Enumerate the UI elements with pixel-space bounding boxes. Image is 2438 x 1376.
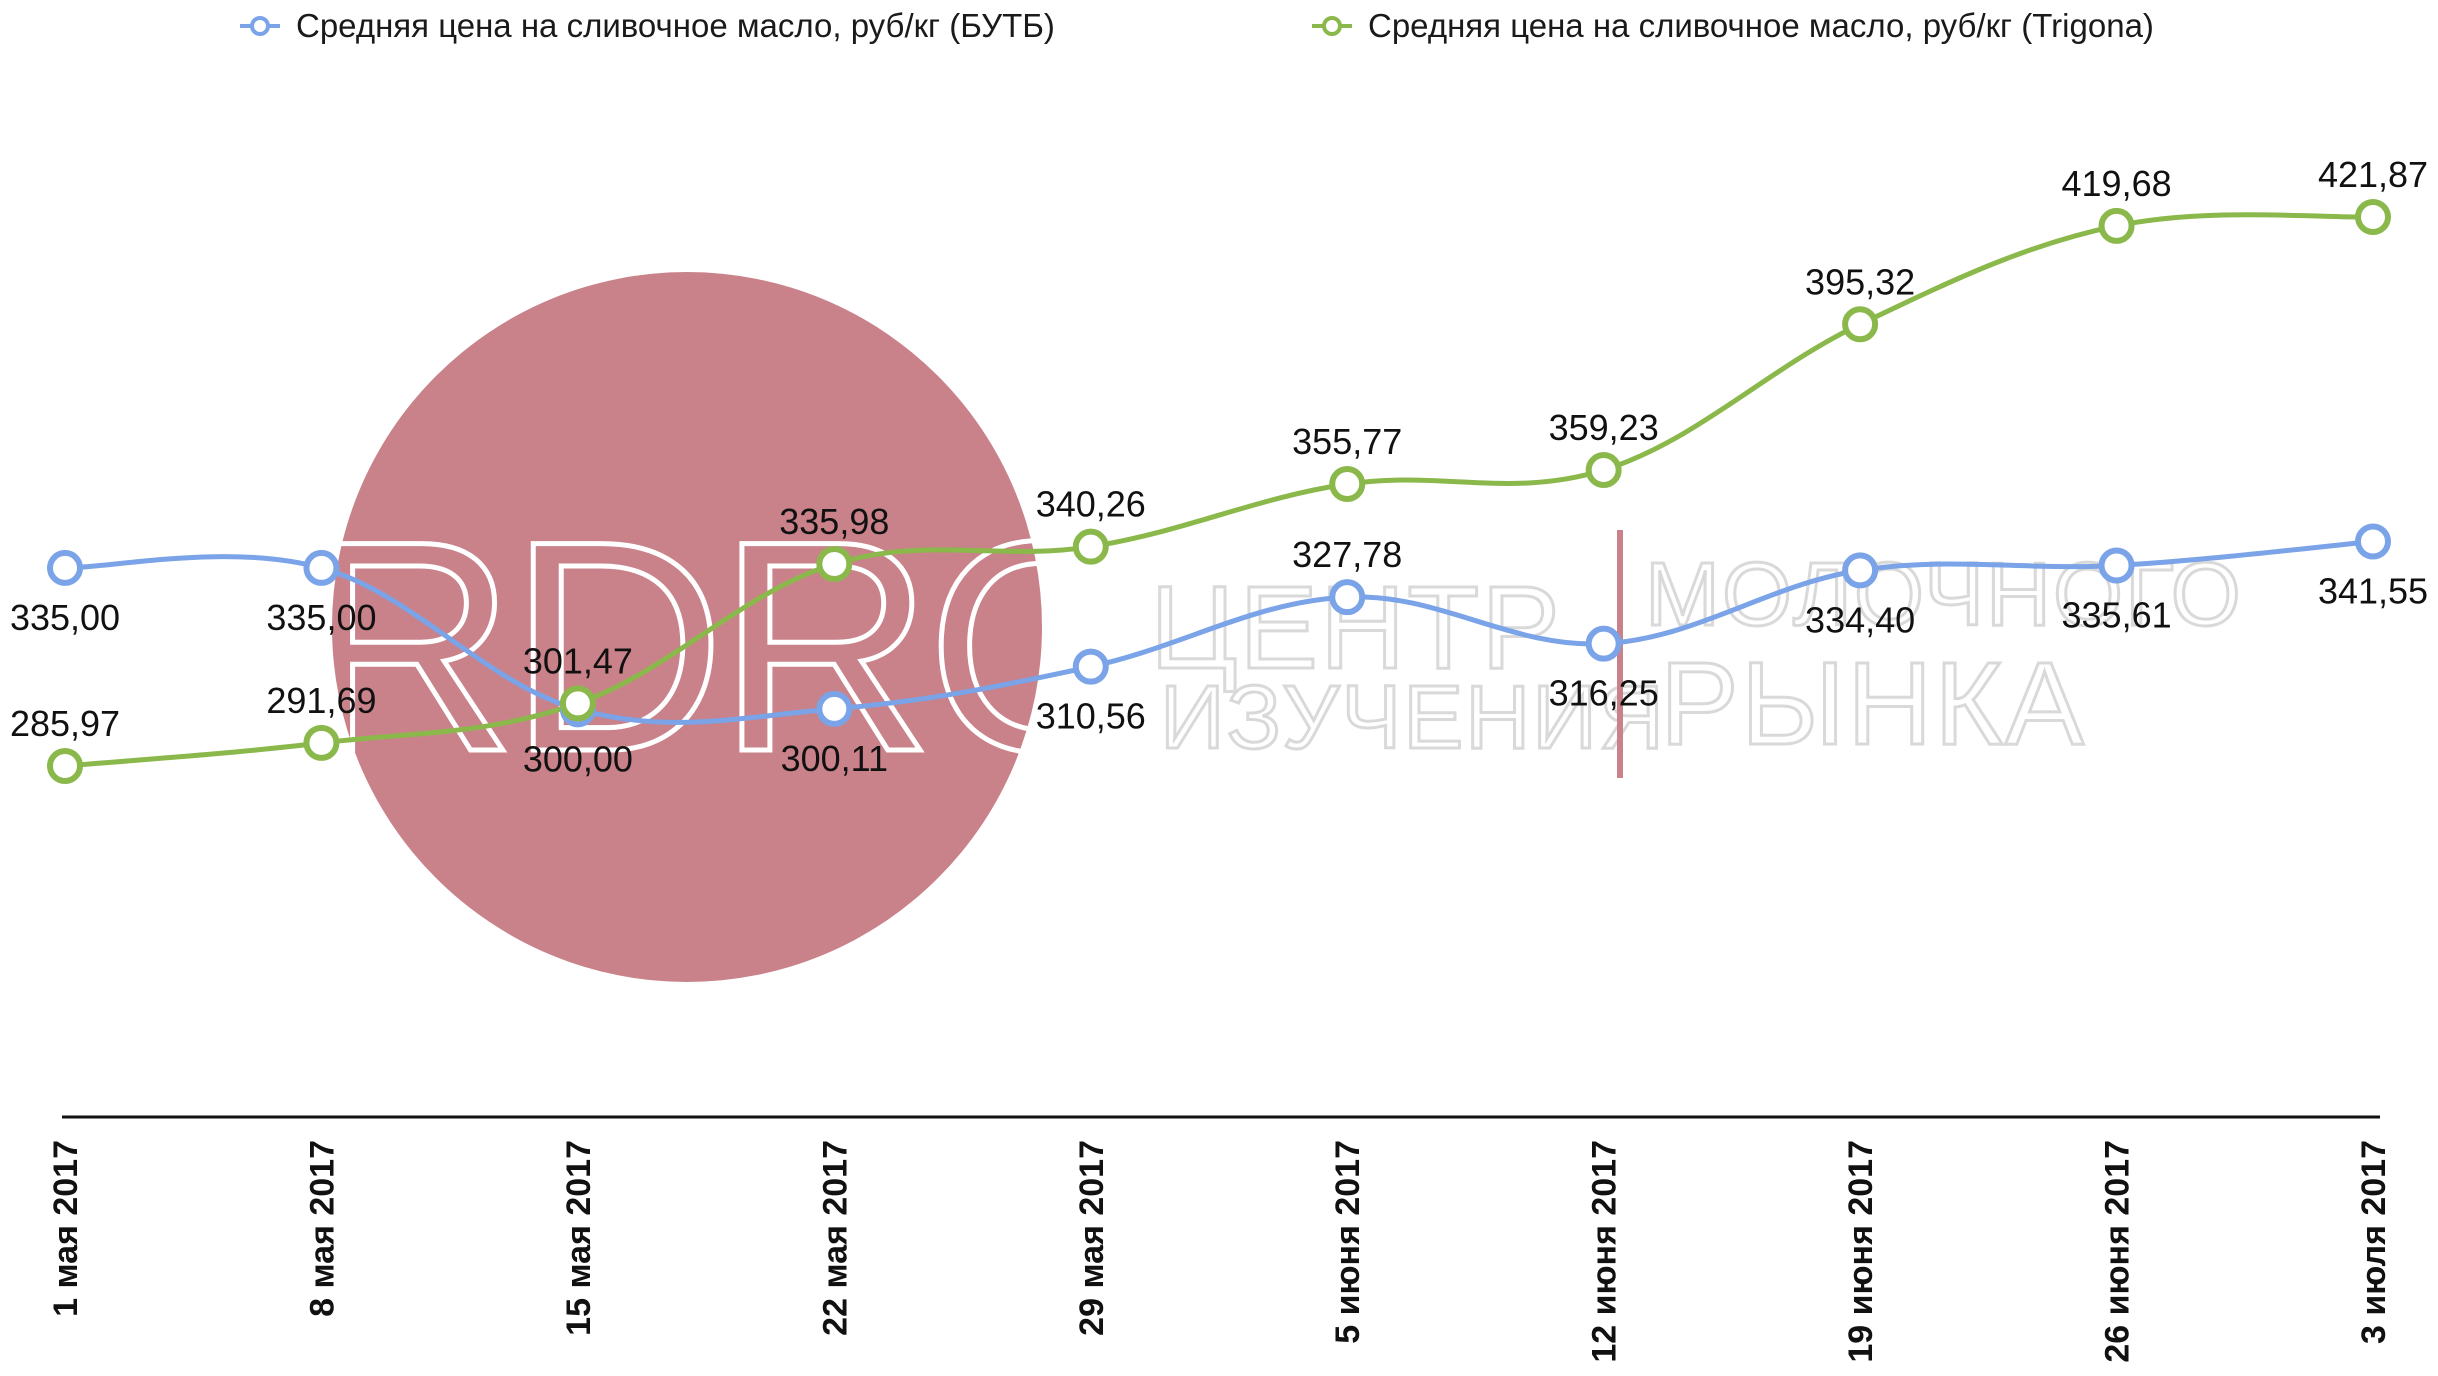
series-butb [62, 538, 2376, 725]
data-label-trigona-1: 291,69 [266, 680, 376, 721]
watermark-line2-right: РЫНКА [1660, 638, 2086, 770]
data-label-trigona-3: 335,98 [779, 501, 889, 542]
data-label-trigona-2: 301,47 [523, 640, 633, 681]
data-point-trigona-5 [1329, 466, 1366, 503]
data-label-butb-7: 334,40 [1805, 599, 1915, 640]
data-point-butb-7 [1842, 552, 1879, 589]
watermark-logo: RDRC ЦЕНТР МОЛОЧНОГО ИЗУЧЕНИЯ РЫНКА [298, 272, 2243, 982]
x-tick-label-9: 3 июля 2017 [2355, 1140, 2393, 1344]
data-label-butb-3: 300,11 [781, 738, 888, 779]
data-label-butb-6: 316,25 [1549, 673, 1659, 714]
x-tick-label-0: 1 мая 2017 [47, 1140, 85, 1317]
data-labels-butb: 335,00 335,00 300,00 300,11 310,56 327,78 316,… [10, 534, 2428, 779]
legend-item-butb[interactable]: Средняя цена на сливочное масло, руб/кг … [240, 4, 1055, 48]
data-label-trigona-4: 340,26 [1036, 484, 1146, 525]
data-label-butb-8: 335,61 [2062, 594, 2172, 635]
data-label-butb-0: 335,00 [10, 597, 120, 638]
data-point-trigona-7 [1842, 306, 1879, 343]
data-point-trigona-9 [2355, 199, 2391, 235]
x-tick-label-2: 15 мая 2017 [560, 1140, 598, 1336]
data-label-trigona-6: 359,23 [1549, 407, 1659, 448]
data-point-butb-9 [2355, 523, 2391, 560]
legend-item-trigona[interactable]: Средняя цена на сливочное масло, руб/кг … [1312, 4, 2154, 48]
data-point-trigona-8 [2098, 207, 2135, 244]
legend-marker-butb-icon [240, 16, 280, 36]
x-tick-label-6: 12 июня 2017 [1586, 1140, 1624, 1363]
watermark-line2-left: ИЗУЧЕНИЯ [1160, 668, 1666, 768]
data-point-trigona-6 [1585, 452, 1622, 489]
data-label-trigona-0: 285,97 [10, 703, 120, 744]
data-point-trigona-3 [816, 545, 853, 582]
data-label-butb-2: 300,00 [523, 738, 633, 779]
series-trigona [62, 212, 2376, 769]
legend-label-butb: Средняя цена на сливочное масло, руб/кг … [296, 7, 1055, 44]
x-tick-label-1: 8 мая 2017 [303, 1140, 341, 1317]
watermark-divider [1617, 530, 1623, 778]
x-tick-label-7: 19 июня 2017 [1842, 1140, 1880, 1363]
series-line-trigona [62, 212, 2376, 769]
data-label-butb-1: 335,00 [266, 597, 376, 638]
x-tick-label-5: 5 июня 2017 [1329, 1140, 1367, 1344]
data-point-trigona-4 [1072, 528, 1109, 565]
data-point-trigona-2 [559, 685, 596, 722]
series-points-trigona [47, 199, 2391, 784]
data-point-trigona-0 [47, 748, 83, 784]
data-label-trigona-8: 419,68 [2062, 163, 2172, 204]
x-axis-ticks: 1 мая 2017 8 мая 2017 15 мая 2017 22 мая 20… [47, 1140, 2393, 1363]
data-point-butb-4 [1072, 648, 1109, 685]
data-point-butb-8 [2098, 547, 2135, 584]
legend-label-trigona: Средняя цена на сливочное масло, руб/кг … [1368, 7, 2154, 44]
data-point-trigona-1 [303, 724, 340, 761]
watermark-line1-right: МОЛОЧНОГО [1645, 545, 2243, 645]
data-label-butb-4: 310,56 [1036, 696, 1146, 737]
data-label-butb-9: 341,55 [2318, 570, 2428, 611]
legend-marker-trigona-icon [1312, 16, 1352, 36]
data-labels-trigona: 285,97 291,69 301,47 335,98 340,26 355,77 359,… [10, 154, 2428, 744]
data-point-butb-5 [1329, 579, 1366, 616]
data-label-trigona-7: 395,32 [1805, 261, 1915, 302]
data-label-trigona-5: 355,77 [1292, 421, 1402, 462]
data-point-butb-6 [1585, 625, 1622, 662]
series-points-butb [47, 523, 2391, 728]
data-point-butb-3 [816, 690, 853, 727]
data-label-butb-5: 327,78 [1292, 534, 1402, 575]
data-label-trigona-9: 421,87 [2318, 154, 2428, 195]
watermark-rdrc-text: RDRC [300, 478, 1135, 814]
watermark-circle [332, 272, 1042, 982]
x-tick-label-3: 22 мая 2017 [816, 1140, 854, 1336]
data-point-butb-1 [303, 549, 340, 586]
data-point-butb-0 [47, 549, 83, 586]
series-line-butb [62, 538, 2376, 725]
x-tick-label-4: 29 мая 2017 [1073, 1140, 1111, 1336]
series-layer: 335,00 335,00 300,00 300,11 310,56 327,78 316,… [10, 154, 2428, 784]
x-tick-label-8: 26 июня 2017 [2099, 1140, 2137, 1363]
